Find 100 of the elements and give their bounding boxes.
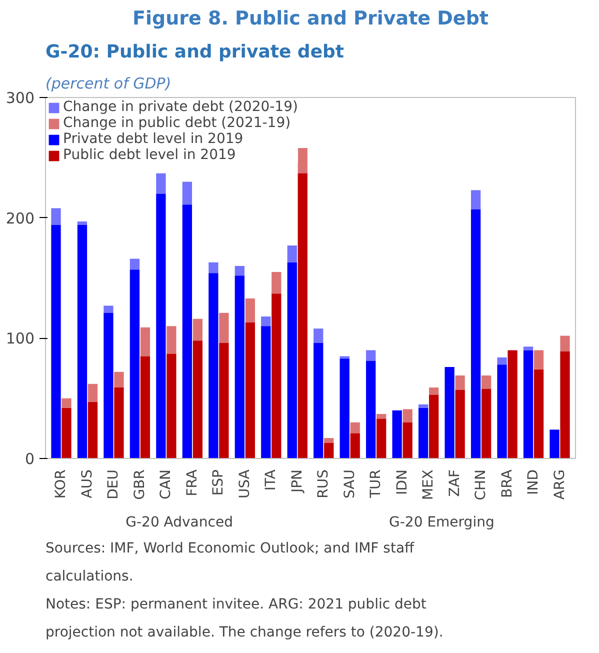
text: G-20 Emerging	[389, 514, 494, 530]
bar	[261, 316, 271, 326]
bar	[272, 272, 282, 294]
bar	[481, 388, 492, 458]
x-tick-label: USA	[236, 469, 253, 498]
bar	[418, 408, 428, 458]
bar	[62, 398, 72, 408]
bar	[62, 408, 72, 458]
bar	[192, 340, 203, 458]
bar	[534, 369, 544, 458]
bar	[444, 367, 454, 458]
x-tick-label: KOR	[53, 469, 70, 499]
x-tick-label: GBR	[132, 469, 148, 500]
legend-label: Private debt level in 2019	[63, 131, 244, 147]
bar	[481, 375, 492, 389]
x-tick-label: SAU	[342, 469, 358, 498]
bar	[402, 422, 412, 458]
x-tick-label: ARG	[552, 469, 568, 500]
x-tick-label: RUS	[316, 469, 332, 498]
bar	[428, 388, 439, 395]
x-tick-label: TUR	[368, 469, 384, 500]
bar	[130, 270, 140, 458]
x-tick-label: IDN	[394, 469, 410, 495]
bar	[140, 356, 150, 458]
x-tick-label: ESP	[210, 469, 227, 496]
bar	[219, 342, 229, 458]
bar	[366, 361, 376, 458]
bar	[140, 327, 150, 356]
bar	[534, 350, 544, 370]
bar	[298, 148, 308, 174]
bar	[366, 350, 376, 362]
bar	[234, 276, 244, 458]
bar	[156, 173, 166, 194]
chart-subtitle: G-20: Public and private debt	[46, 42, 344, 62]
x-tick-label: DEU	[106, 470, 122, 500]
bar	[182, 182, 192, 205]
bar	[298, 173, 308, 458]
bar	[51, 208, 61, 226]
x-tick-label: JPN	[289, 469, 306, 494]
y-tick-label: 0	[24, 450, 35, 468]
bar	[208, 262, 218, 274]
bar	[324, 442, 334, 458]
bar	[523, 346, 534, 350]
bar	[114, 372, 124, 388]
bar	[470, 209, 481, 458]
bar	[418, 404, 428, 408]
bar	[314, 342, 324, 458]
bar	[130, 258, 140, 270]
bar	[470, 190, 481, 210]
bar	[272, 294, 282, 458]
bar	[287, 262, 297, 458]
bar	[245, 298, 255, 323]
bar	[208, 273, 218, 458]
bar	[166, 326, 176, 354]
bar	[88, 384, 98, 402]
bar	[51, 225, 61, 458]
bar	[245, 322, 255, 458]
bar	[497, 357, 507, 365]
bar	[104, 306, 114, 313]
bar	[88, 402, 98, 458]
bar	[428, 394, 439, 458]
bar	[77, 225, 88, 458]
y-axis-title: (percent of GDP)	[46, 74, 172, 92]
x-tick-label: CAN	[158, 469, 174, 500]
bar	[104, 312, 114, 458]
x-tick-label: IND	[526, 469, 542, 495]
x-tick-label: CHN	[473, 469, 490, 500]
y-tick-label: 100	[6, 330, 35, 348]
bar	[287, 246, 297, 262]
bar	[350, 422, 360, 434]
bar	[497, 364, 507, 458]
bar	[392, 410, 402, 458]
bar	[560, 336, 570, 352]
bar	[314, 328, 324, 343]
bar	[376, 418, 386, 458]
x-tick-label: ITA	[263, 469, 280, 491]
bar	[324, 438, 334, 443]
bar	[77, 221, 88, 226]
y-tick-label: 300	[6, 89, 35, 107]
bar	[455, 375, 465, 390]
text: Notes: ESP: permanent invitee. ARG: 2021 public debt projection not available. The change refers to (2020-19).	[46, 596, 444, 640]
legend-label: Change in private debt (2020-19)	[63, 99, 298, 115]
bar	[560, 351, 570, 458]
y-tick-label: 200	[6, 209, 35, 228]
bar	[455, 390, 465, 458]
bar	[182, 204, 192, 458]
chart-title: Figure 8. Public and Private Debt	[132, 8, 488, 30]
bar	[192, 318, 203, 341]
bar	[508, 350, 518, 458]
bar	[402, 409, 412, 422]
x-tick-label: AUS	[79, 469, 96, 498]
legend-label: Change in public debt (2021-19)	[63, 115, 291, 131]
bar	[376, 414, 386, 419]
bar	[340, 358, 350, 458]
bar	[550, 430, 560, 458]
x-tick-label: ZAF	[446, 469, 463, 497]
bar	[156, 194, 166, 458]
bar	[340, 356, 350, 359]
text: G-20 Advanced	[126, 514, 233, 530]
bar	[234, 266, 244, 276]
